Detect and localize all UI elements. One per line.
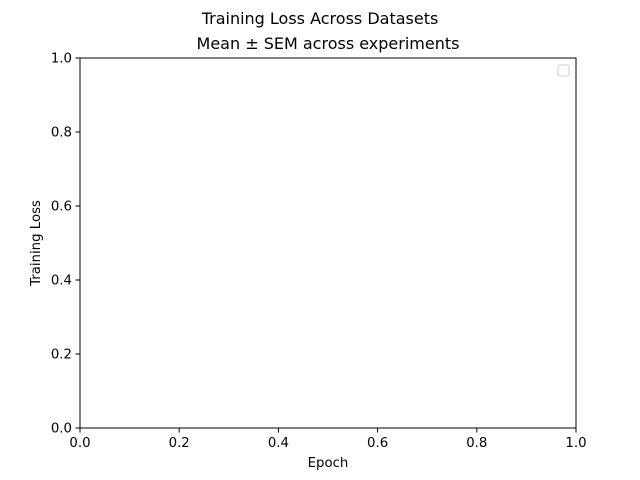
- x-tick-label: 0.0: [69, 436, 90, 451]
- x-tick-label: 1.0: [565, 436, 586, 451]
- y-tick-label: 0.0: [51, 422, 72, 437]
- chart-title: Mean ± SEM across experiments: [197, 34, 460, 53]
- plot-frame: [79, 57, 577, 429]
- chart-suptitle: Training Loss Across Datasets: [201, 9, 439, 28]
- y-axis-ticks: 0.0 0.2 0.4 0.6 0.8 1.0: [51, 52, 80, 437]
- x-tick-label: 0.6: [367, 436, 388, 451]
- x-tick-label: 0.4: [268, 436, 289, 451]
- y-axis-label: Training Loss: [29, 200, 44, 287]
- legend: [557, 64, 570, 77]
- y-tick-label: 1.0: [51, 52, 72, 67]
- y-tick-label: 0.6: [51, 200, 72, 215]
- x-axis-ticks: 0.0 0.2 0.4 0.6 0.8 1.0: [69, 428, 587, 451]
- plot-area: [80, 58, 576, 428]
- x-axis-label: Epoch: [308, 456, 349, 471]
- x-tick-label: 0.8: [466, 436, 487, 451]
- y-tick-label: 0.4: [51, 274, 72, 289]
- y-tick-label: 0.8: [51, 126, 72, 141]
- y-tick-label: 0.2: [51, 348, 72, 363]
- legend-box: [557, 64, 570, 77]
- x-tick-label: 0.2: [169, 436, 190, 451]
